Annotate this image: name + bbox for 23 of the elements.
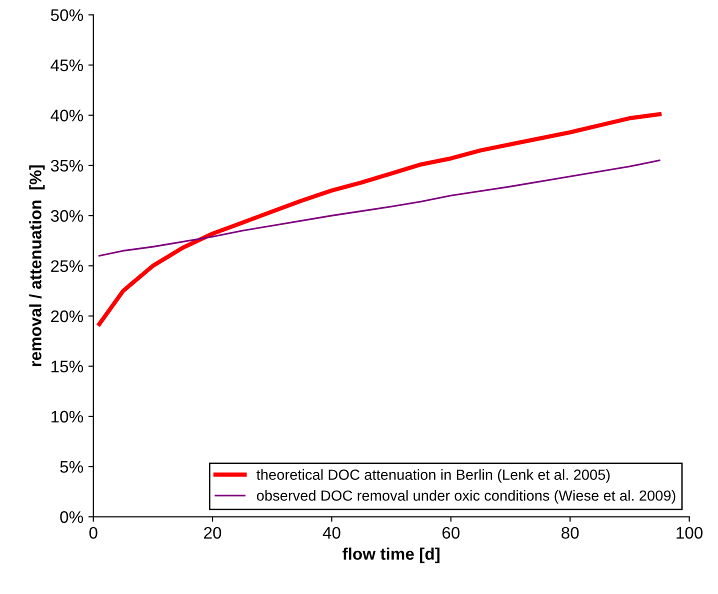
legend-label: theoretical DOC attenuation in Berlin (Lenk et al. 2005) bbox=[256, 469, 610, 483]
y-tick-label: 5% bbox=[60, 461, 84, 473]
x-tick-label: 0 bbox=[89, 526, 98, 539]
x-tick-label: 60 bbox=[442, 526, 460, 539]
y-tick-label: 25% bbox=[51, 260, 84, 272]
y-tick-label: 20% bbox=[51, 310, 84, 322]
line-series bbox=[97, 112, 662, 326]
y-tick-label: 0% bbox=[60, 511, 84, 523]
y-tick-label: 10% bbox=[52, 410, 84, 423]
x-tick-label: 20 bbox=[204, 526, 222, 539]
line-series bbox=[98, 160, 660, 257]
x-axis-title: flow time [d] bbox=[342, 548, 440, 564]
y-tick-label: 45% bbox=[50, 60, 84, 72]
y-tick-label: 40% bbox=[50, 110, 84, 122]
y-tick-label: 35% bbox=[50, 160, 84, 172]
x-tick-label: 40 bbox=[322, 526, 340, 539]
legend-label: observed DOC removal under oxic conditions (Wiese et al. 2009) bbox=[256, 490, 676, 504]
y-tick-label: 50% bbox=[50, 9, 84, 22]
x-tick-label: 80 bbox=[562, 526, 579, 539]
y-tick-label: 30% bbox=[50, 210, 84, 222]
x-tick-label: 100 bbox=[676, 526, 703, 539]
y-axis-title: removal / attenuation [%] bbox=[29, 165, 45, 366]
y-tick-label: 15% bbox=[52, 360, 84, 372]
